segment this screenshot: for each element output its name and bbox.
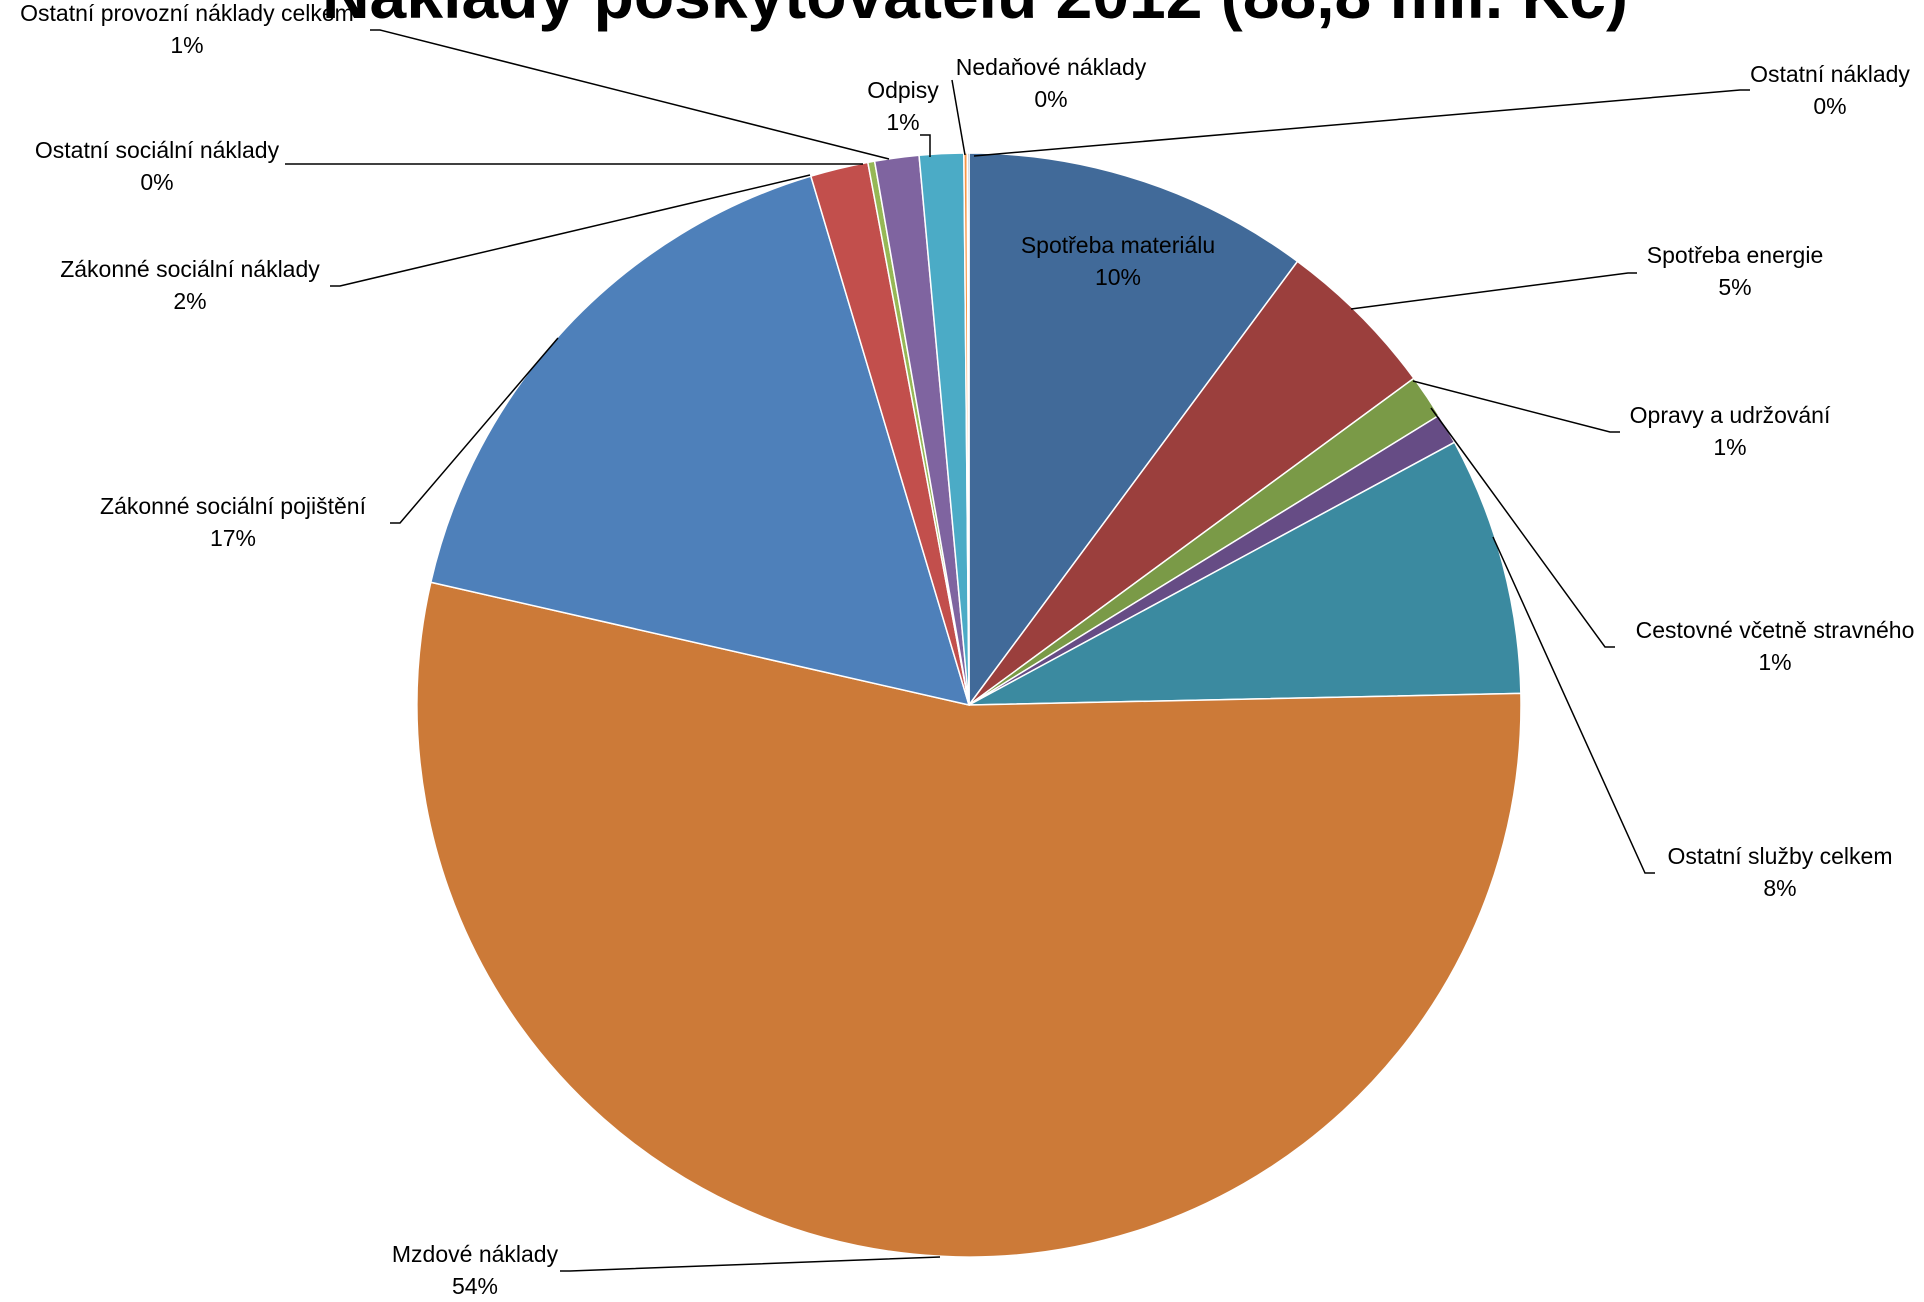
slice-label-9: Ostatní sociální náklady	[35, 137, 280, 163]
leader-line-6	[560, 1256, 941, 1272]
pie-slices	[416, 152, 1522, 1258]
slice-percent-3: 1%	[1713, 434, 1746, 460]
slice-label-3: Opravy a udržování	[1630, 402, 1831, 428]
slice-percent-7: 17%	[210, 525, 256, 551]
slice-percent-12: 0%	[1034, 86, 1067, 112]
slice-label-10: Ostatní provozní náklady celkem	[20, 0, 354, 26]
pie-slice-5	[968, 441, 1522, 706]
slice-percent-4: 1%	[1758, 649, 1791, 675]
leader-line-2	[1350, 272, 1637, 310]
slice-percent-2: 5%	[1718, 274, 1751, 300]
leader-line-4	[1430, 407, 1615, 648]
pie-slice-6	[416, 581, 1522, 1258]
slice-label-2: Spotřeba energie	[1647, 242, 1823, 268]
slice-percent-8: 2%	[173, 288, 206, 314]
pie-slice-7	[429, 175, 971, 707]
pie-slice-2	[968, 260, 1415, 706]
pie-slice-13	[966, 152, 970, 706]
slice-label-5: Ostatní služby celkem	[1668, 843, 1893, 869]
leader-line-3	[1412, 380, 1620, 433]
slice-percent-1: 10%	[1095, 264, 1141, 290]
slice-label-12: Nedaňové náklady	[956, 54, 1147, 80]
leader-line-8	[330, 174, 811, 287]
slice-percent-10: 1%	[170, 32, 203, 58]
slice-label-1: Spotřeba materiálu	[1021, 232, 1215, 258]
leader-line-5	[1492, 536, 1655, 874]
slice-label-13: Ostatní náklady	[1750, 61, 1910, 87]
leader-line-11	[920, 134, 931, 157]
slice-label-6: Mzdové náklady	[392, 1241, 559, 1267]
leader-line-7	[390, 337, 559, 524]
leader-line-12	[951, 79, 966, 156]
slice-label-7: Zákonné sociální pojištění	[100, 493, 367, 519]
slice-percent-11: 1%	[886, 109, 919, 135]
slice-label-11: Odpisy	[867, 77, 939, 103]
slice-label-4: Cestovné včetně stravného	[1636, 617, 1915, 643]
slice-percent-5: 8%	[1763, 875, 1796, 901]
slice-percent-9: 0%	[140, 169, 173, 195]
leader-line-13	[973, 89, 1750, 157]
leader-lines	[285, 29, 1750, 1272]
slice-percent-13: 0%	[1813, 93, 1846, 119]
data-labels: Spotřeba materiálu 10% Spotřeba energie 5% O…	[20, 0, 1914, 1299]
chart-title: Náklady poskytovatelů 2012 (88,8 mil. Kč…	[322, 0, 1628, 32]
slice-label-8: Zákonné sociální náklady	[60, 256, 320, 282]
leader-line-10	[370, 29, 890, 160]
slice-percent-6: 54%	[452, 1273, 498, 1299]
